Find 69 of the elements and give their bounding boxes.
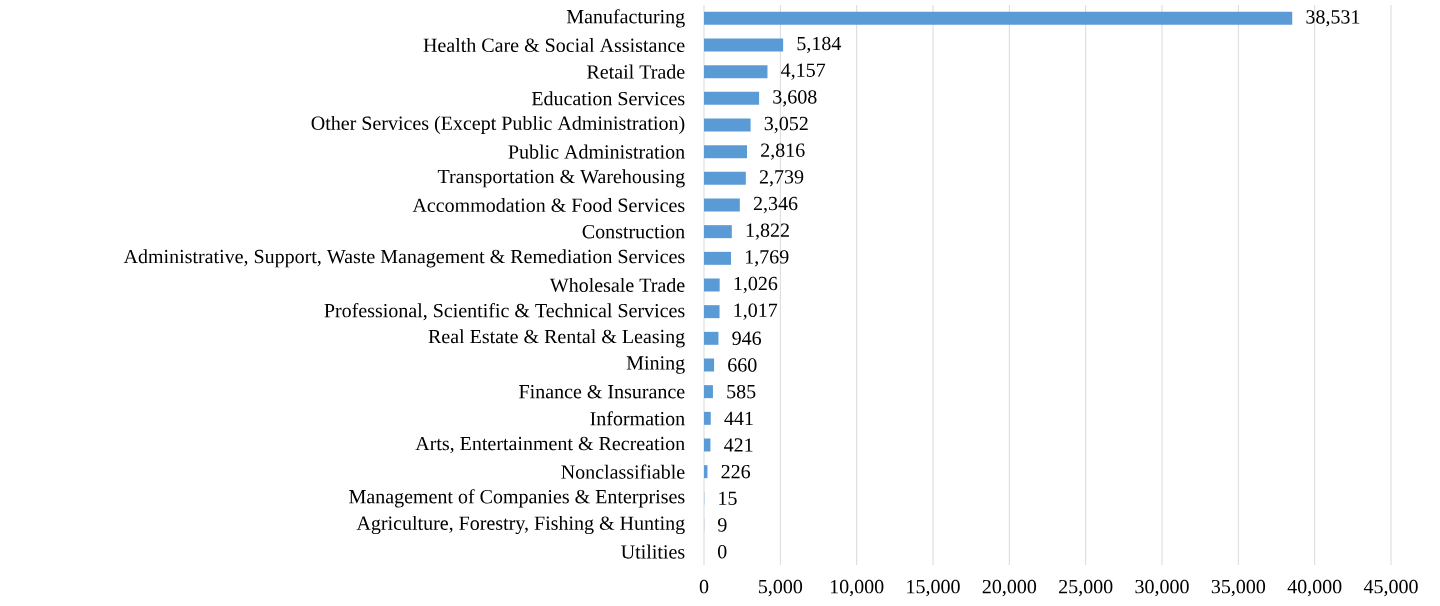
y-tick-label: Accommodation & Food Services [412,197,685,213]
data-label: 946 [732,331,762,346]
y-tick-label: Information [590,411,685,426]
bar [704,91,760,105]
x-tick-label: 45,000 [1363,579,1418,597]
bar [704,65,768,79]
data-label: 660 [728,358,757,372]
y-tick-label: Manufacturing [566,9,685,28]
y-tick-label: Public Administration [508,144,685,159]
bar [704,278,720,292]
data-label: 4,157 [781,63,826,80]
y-tick-label: Real Estate & Rental & Leasing [428,329,685,348]
bar [704,38,784,52]
y-tick-label: Professional, Scientific & Technical Services [324,303,685,321]
data-label: 38,531 [1306,10,1360,27]
y-tick-label: Agriculture, Forestry, Fishing & Hunting [356,515,685,535]
y-tick-label: Transportation & Warehousing [437,169,685,188]
y-tick-label: Education Services [531,91,685,106]
data-label: 2,346 [753,196,798,214]
y-tick-label: Mining [626,356,685,374]
bar [704,358,715,372]
y-tick-label: Utilities [621,544,685,559]
bar [704,331,719,345]
x-tick-label: 40,000 [1287,579,1342,597]
x-tick-label: 15,000 [907,579,960,597]
data-label: 1,769 [745,250,789,267]
y-tick-label: Wholesale Trade [549,277,685,293]
y-tick-label: Arts, Entertainment & Recreation [415,436,685,454]
data-label: 3,608 [773,90,817,107]
x-tick-label: 20,000 [982,579,1037,597]
y-tick-label: Administrative, Support, Waste Management & Remediation Services [123,249,685,268]
x-tick-label: 5,000 [759,579,803,597]
bar [704,251,732,265]
x-tick-label: 0 [699,579,709,594]
data-label: 5,184 [797,36,842,54]
y-tick-label: Nonclassifiable [561,464,685,479]
bar [704,225,732,239]
data-label: 585 [727,384,756,399]
data-label: 1,017 [734,303,778,320]
y-tick-label: Health Care & Social Assistance [423,37,685,53]
data-label: 2,816 [761,143,805,160]
bar [704,385,713,399]
data-label: 226 [721,464,751,479]
x-tick-label: 30,000 [1135,579,1189,597]
y-tick-label: Other Services (Except Public Administration) [311,115,685,135]
data-label: 9 [717,518,727,532]
data-label: 15 [719,491,737,506]
bar [704,11,1293,25]
bar [704,118,751,132]
data-label: 1,822 [746,223,789,240]
bar [704,438,711,452]
data-label: 2,739 [759,170,804,187]
data-label: 421 [724,438,753,452]
x-tick-label: 35,000 [1211,579,1266,597]
y-tick-label: Finance & Insurance [519,384,685,399]
bar [704,198,740,212]
bar [704,305,720,319]
y-tick-label: Management of Companies & Enterprises [349,489,685,508]
x-tick-label: 10,000 [830,579,884,597]
y-tick-label: Construction [582,224,685,239]
bar [704,171,746,185]
y-tick-label: Retail Trade [587,64,685,79]
data-label: 441 [724,411,753,425]
data-label: 0 [717,544,727,559]
data-label: 1,026 [734,276,778,294]
data-label: 3,052 [764,116,808,134]
x-tick-label: 25,000 [1059,579,1113,597]
bar [704,411,711,425]
bar [704,145,747,159]
